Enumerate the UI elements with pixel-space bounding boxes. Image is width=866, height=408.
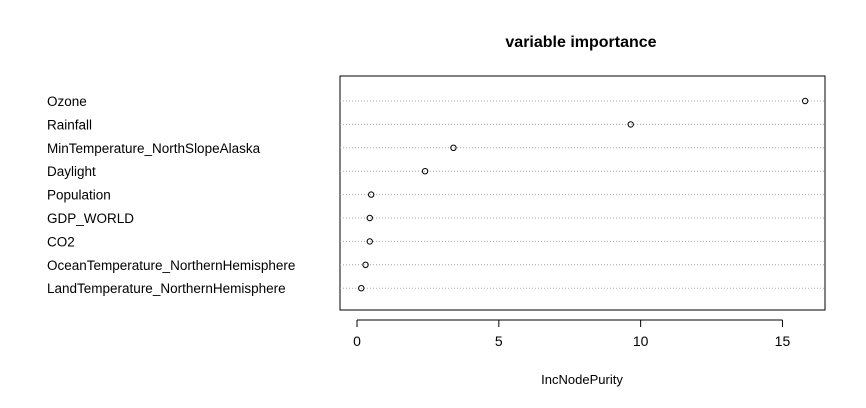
grid-lines <box>340 100 825 289</box>
x-tick-label: 5 <box>495 333 503 349</box>
row-label: Rainfall <box>47 117 92 132</box>
row-label: Population <box>47 188 111 203</box>
data-point <box>421 168 429 175</box>
data-point <box>358 285 365 292</box>
row-label: GDP_WORLD <box>47 211 134 226</box>
data-point <box>450 144 457 152</box>
data-points <box>358 97 809 292</box>
plot-frame <box>339 75 826 311</box>
data-point <box>362 261 369 268</box>
row-label: Daylight <box>47 164 96 179</box>
row-label: MinTemperature_NorthSlopeAlaska <box>47 141 261 156</box>
row-label: Ozone <box>47 94 87 109</box>
x-tick-label: 10 <box>633 333 649 349</box>
row-labels: Ozone Rainfall MinTemperature_NorthSlopeAl… <box>47 94 295 296</box>
x-axis-title: IncNodePurity <box>541 372 623 387</box>
data-point <box>366 238 373 245</box>
x-tick-label: 0 <box>353 333 361 349</box>
x-axis: 0 5 10 15 <box>353 319 791 349</box>
data-point <box>367 191 375 198</box>
data-point <box>801 97 809 105</box>
row-label: OceanTemperature_NorthernHemisphere <box>47 258 295 273</box>
data-point <box>627 121 634 128</box>
row-label: LandTemperature_NorthernHemisphere <box>47 281 286 296</box>
x-tick-label: 15 <box>775 333 791 349</box>
chart-title: variable importance <box>505 34 656 51</box>
data-point <box>366 214 373 222</box>
row-label: CO2 <box>47 234 75 249</box>
